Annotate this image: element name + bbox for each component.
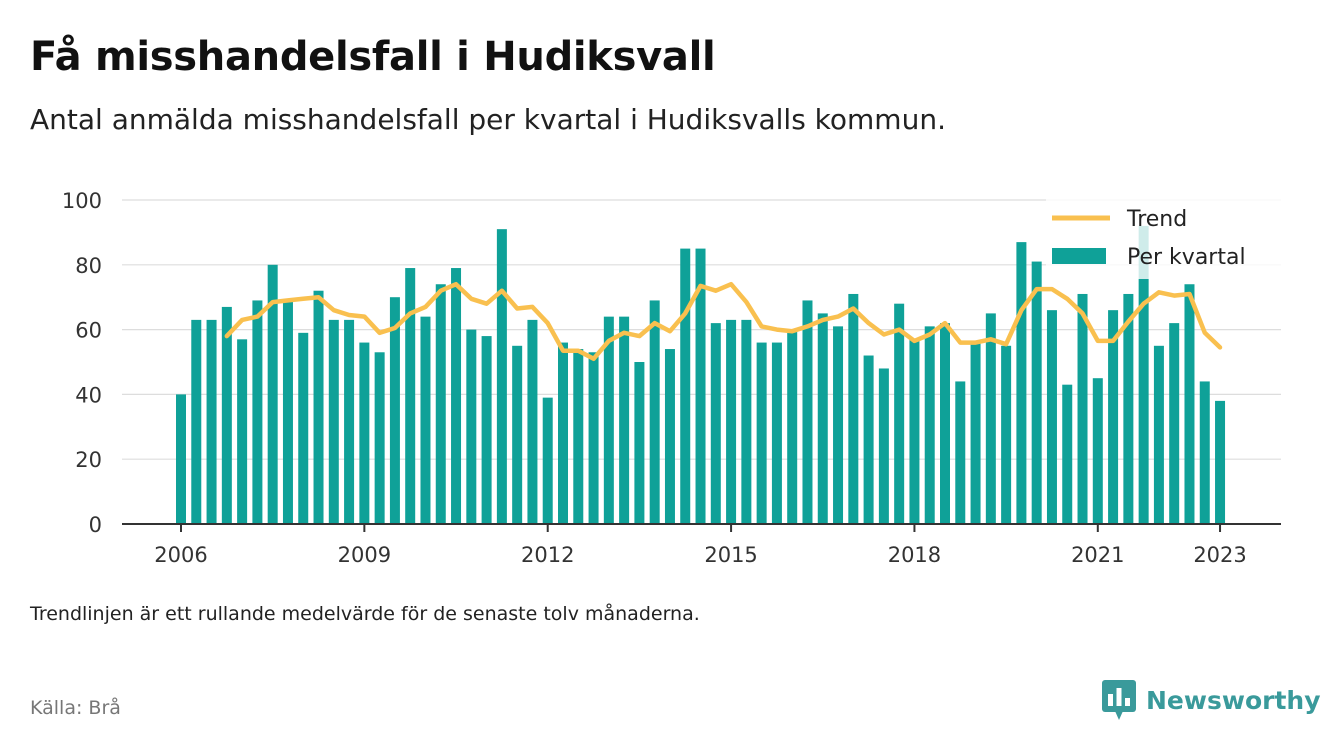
bar — [878, 368, 889, 524]
bar — [1016, 242, 1027, 524]
bar — [344, 319, 355, 524]
bar — [1046, 310, 1057, 524]
bar — [909, 339, 920, 524]
y-tick-label: 60 — [75, 319, 102, 343]
bar — [405, 268, 416, 524]
bar — [741, 319, 752, 524]
bar — [955, 381, 966, 524]
bar — [603, 316, 614, 524]
bar — [1199, 381, 1210, 524]
bar — [1062, 384, 1073, 524]
bar — [252, 300, 263, 524]
trend-line-group — [224, 281, 1223, 362]
bar — [1215, 400, 1226, 524]
bars-group — [176, 225, 1226, 525]
bar — [588, 352, 599, 524]
bar — [1138, 225, 1149, 525]
bar — [1031, 261, 1042, 524]
legend-bar-label: Per kvartal — [1127, 245, 1246, 270]
bar — [481, 336, 492, 524]
bar — [634, 362, 645, 524]
bar — [924, 326, 935, 524]
bar — [359, 342, 370, 524]
bar — [1001, 345, 1012, 524]
bar — [802, 300, 813, 524]
y-tick-label: 0 — [89, 513, 102, 537]
bar — [1169, 323, 1180, 524]
x-tick-label: 2018 — [888, 543, 941, 567]
bar — [833, 326, 844, 524]
bar — [1077, 293, 1088, 524]
bar — [374, 352, 385, 524]
bar — [221, 306, 232, 524]
bar — [695, 248, 706, 524]
brand-name: Newsworthy — [1146, 685, 1321, 715]
bar — [328, 319, 339, 524]
bar — [542, 397, 553, 524]
legend-bar-swatch — [1052, 248, 1106, 264]
bar — [726, 319, 737, 524]
bar — [970, 342, 981, 524]
bar — [649, 300, 660, 524]
bar — [298, 332, 309, 524]
bar — [619, 316, 630, 524]
bar — [756, 342, 767, 524]
bar — [664, 349, 675, 524]
brand-logo: Newsworthy — [1102, 680, 1321, 720]
bar — [558, 342, 568, 524]
bar — [1108, 310, 1119, 524]
bar — [466, 329, 477, 524]
bar — [894, 303, 905, 524]
legend: Trend Per kvartal — [1046, 197, 1284, 279]
x-tick-label: 2009 — [338, 543, 391, 567]
footnote: Trendlinjen är ett rullande medelvärde f… — [30, 603, 700, 625]
bar — [710, 323, 721, 524]
bar — [1153, 345, 1164, 524]
bar-chart-bubble-icon — [1102, 680, 1136, 720]
bar — [1092, 378, 1103, 524]
bar — [176, 394, 186, 524]
bar — [863, 355, 874, 524]
x-tick-label: 2012 — [521, 543, 574, 567]
chart-area: 0 20 40 60 80 100 2006 2009 2012 2015 2018 2021 2023… — [61, 189, 1284, 567]
legend-trend-label: Trend — [1126, 207, 1187, 232]
bar — [451, 268, 462, 524]
y-tick-label: 20 — [75, 448, 102, 472]
bar — [267, 264, 278, 524]
bar — [787, 329, 798, 524]
bar — [237, 339, 248, 524]
bar — [985, 313, 996, 524]
x-tick-label: 2023 — [1193, 543, 1246, 567]
bar — [389, 297, 400, 524]
x-tick-label: 2015 — [704, 543, 757, 567]
chart-subtitle: Antal anmälda misshandelsfall per kvarta… — [30, 103, 946, 136]
bar — [817, 313, 828, 524]
bar — [527, 319, 538, 524]
bar — [191, 319, 202, 524]
x-tick-label: 2021 — [1071, 543, 1124, 567]
legend-box — [1046, 197, 1284, 279]
chart-title: Få misshandelsfall i Hudiksvall — [30, 34, 716, 80]
y-tick-label: 100 — [62, 189, 102, 213]
bar — [771, 342, 782, 524]
bar — [313, 290, 324, 524]
bar — [282, 300, 293, 524]
bar — [206, 319, 217, 524]
y-tick-label: 80 — [75, 254, 102, 278]
trend-line — [224, 281, 1223, 362]
bar — [512, 345, 523, 524]
bar — [1184, 284, 1195, 524]
bar — [496, 229, 507, 524]
bar — [420, 316, 431, 524]
bar — [435, 284, 446, 524]
bar — [940, 323, 950, 524]
bar — [680, 248, 691, 524]
bar — [848, 293, 859, 524]
axes-group: 0 20 40 60 80 100 2006 2009 2012 2015 2018 2021 2023 — [62, 189, 1281, 567]
bar — [1123, 293, 1134, 524]
x-tick-label: 2006 — [154, 543, 207, 567]
bar — [573, 349, 584, 524]
y-tick-label: 40 — [75, 383, 102, 407]
source-label: Källa: Brå — [30, 697, 121, 719]
